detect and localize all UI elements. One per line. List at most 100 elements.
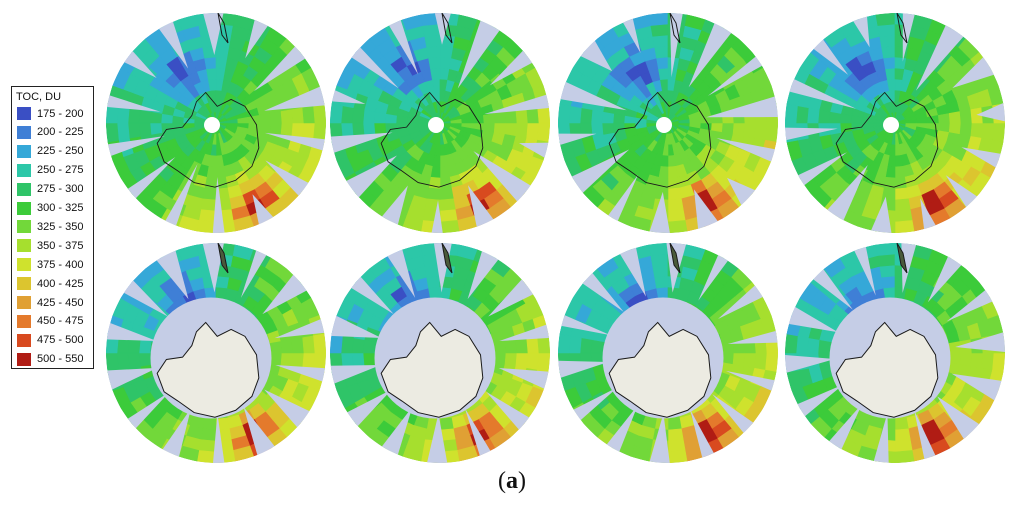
toc-cell <box>885 67 896 80</box>
south-america-tip <box>669 243 681 274</box>
toc-cell <box>817 109 831 124</box>
orbit-gap <box>245 18 269 59</box>
orbit-gap <box>202 243 225 293</box>
antarctica-coastline <box>156 91 260 188</box>
toc-cell <box>881 275 896 289</box>
toc-cell <box>198 439 217 453</box>
orbit-gap <box>464 408 492 458</box>
toc-cell <box>938 113 951 124</box>
toc-cell <box>196 450 217 463</box>
legend-swatch <box>17 107 31 120</box>
ozone-map <box>785 13 1005 233</box>
toc-cell <box>612 122 625 133</box>
toc-cell <box>992 122 1005 143</box>
legend-item: 375 - 400 <box>17 256 83 273</box>
toc-cell <box>754 352 768 371</box>
pole-hole <box>428 117 444 133</box>
toc-cell <box>280 122 294 137</box>
antarctica-coastline <box>835 91 939 188</box>
south-america-tip <box>896 13 908 44</box>
legend-swatch <box>17 314 31 328</box>
toc-cell <box>970 352 984 369</box>
orbit-gap <box>488 277 535 317</box>
antarctica-continent <box>835 321 939 418</box>
toc-cell <box>362 352 376 367</box>
orbit-gap <box>961 147 1003 169</box>
figure-caption: (a) <box>498 468 526 494</box>
toc-cell <box>439 417 454 431</box>
toc-cell <box>579 337 593 354</box>
toc-cell <box>877 253 896 267</box>
toc-cell <box>116 122 130 141</box>
orbit-gap <box>484 94 550 115</box>
toc-cell <box>650 253 669 267</box>
toc-cell <box>362 339 376 354</box>
toc-cell <box>568 335 582 354</box>
toc-cell <box>785 333 798 354</box>
orbit-gap <box>349 275 394 315</box>
toc-cell <box>875 13 896 26</box>
toc-cell <box>817 339 831 354</box>
toc-cell <box>330 333 343 354</box>
toc-cell <box>881 187 896 201</box>
toc-cell <box>558 103 571 124</box>
toc-cell <box>424 34 441 48</box>
toc-cell <box>127 122 141 139</box>
legend-item: 425 - 450 <box>17 294 83 311</box>
ozone-map <box>330 13 550 233</box>
toc-cell <box>981 122 995 141</box>
orbit-gap <box>262 273 309 315</box>
legend-label: 475 - 500 <box>37 334 84 347</box>
orbit-gap <box>161 408 192 459</box>
orbit-gap <box>607 174 639 223</box>
orbit-gap <box>330 89 366 104</box>
toc-cell <box>515 352 529 369</box>
toc-cell <box>302 105 316 124</box>
toc-cell <box>648 243 669 256</box>
south-america-tip <box>896 243 908 274</box>
toc-cell <box>883 56 896 70</box>
toc-cell <box>579 107 593 124</box>
toc-cell <box>428 56 441 70</box>
orbit-gap <box>570 149 630 195</box>
orbit-gap <box>706 95 778 118</box>
legend-label: 275 - 300 <box>37 183 84 196</box>
orbit-gap <box>330 132 393 154</box>
legend-swatch <box>17 163 31 177</box>
orbit-gap <box>716 137 777 163</box>
toc-cell <box>558 333 571 354</box>
toc-cell <box>202 417 217 431</box>
antarctica-continent <box>380 321 484 418</box>
orbit-gap <box>707 55 764 96</box>
orbit-gap <box>126 391 170 430</box>
orbit-gap <box>122 279 168 317</box>
toc-cell <box>106 122 119 143</box>
toc-cell <box>504 352 518 367</box>
orbit-gap <box>467 249 500 300</box>
orbit-gap <box>945 175 979 209</box>
orbit-gap <box>202 13 224 55</box>
pole-hole <box>204 117 220 133</box>
toc-cell <box>127 107 141 124</box>
orbit-gap <box>796 152 847 187</box>
toc-cell <box>483 113 496 124</box>
orbit-gap <box>106 94 161 112</box>
toc-cell <box>439 209 458 223</box>
legend-label: 325 - 350 <box>37 220 84 233</box>
toc-cell <box>439 220 460 233</box>
orbit-gap <box>157 19 189 69</box>
legend-item: 350 - 375 <box>17 237 83 254</box>
ozone-map <box>785 243 1005 463</box>
orbit-gap <box>473 151 533 203</box>
toc-cell <box>204 56 217 70</box>
legend-label: 425 - 450 <box>37 296 84 309</box>
orbit-gap <box>795 384 844 418</box>
orbit-gap <box>106 322 157 341</box>
toc-cell <box>590 339 604 354</box>
legend-item: 200 - 225 <box>17 124 83 141</box>
orbit-gap <box>873 413 889 463</box>
orbit-gap <box>605 405 638 454</box>
south-america-tip <box>441 243 453 274</box>
toc-cell <box>785 103 798 124</box>
toc-cell <box>879 264 896 278</box>
